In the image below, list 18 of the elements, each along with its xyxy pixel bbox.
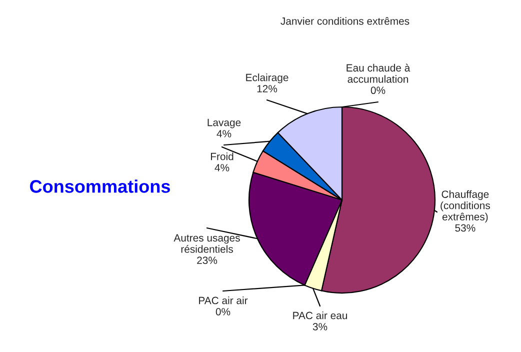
slice-label: Autres usages résidentiels xyxy=(174,234,240,253)
slice-label: Lavage xyxy=(208,118,241,128)
slice-label: PAC air eau xyxy=(293,312,348,320)
data-label: 12% xyxy=(257,85,278,92)
text: 0% xyxy=(216,308,230,316)
slice-label: Eclairage xyxy=(246,74,288,84)
category-label: PAC air air xyxy=(199,296,248,304)
data-label: 53% xyxy=(455,224,476,232)
slice-label: Chauffage (conditions extrêmes) xyxy=(440,190,490,222)
chart-title: Janvier conditions extrêmes xyxy=(280,17,410,25)
slice-label: Froid xyxy=(210,152,234,160)
data-label: 4% xyxy=(214,164,230,172)
data-label: 4% xyxy=(216,130,232,138)
category-label: Eau chaude à accumulation xyxy=(346,64,410,83)
data-label: 3% xyxy=(312,323,328,330)
text: Consommations xyxy=(30,180,170,193)
data-label: 23% xyxy=(197,256,218,264)
text: 0% xyxy=(370,86,386,94)
